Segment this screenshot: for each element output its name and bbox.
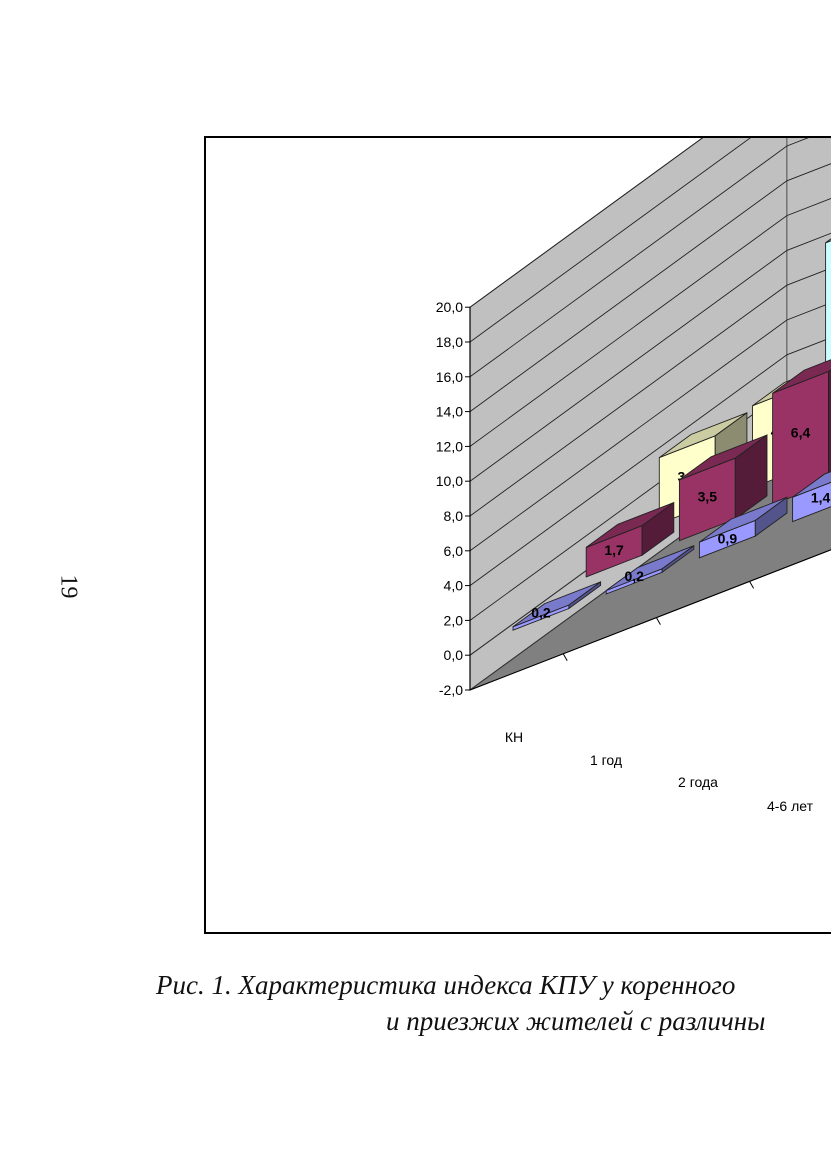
x-tick <box>749 581 755 589</box>
gridline <box>469 138 751 343</box>
y-tick-label: 6,0 <box>444 543 464 559</box>
y-tick-label: 2,0 <box>444 612 464 628</box>
bar-data-label: 0,9 <box>718 530 738 546</box>
bar-top <box>699 496 788 543</box>
gridline <box>469 302 831 552</box>
x-tick-label: 1 год <box>590 752 622 768</box>
y-tick-label: 8,0 <box>444 508 464 524</box>
x-tick-label: 4-6 лет <box>767 798 814 814</box>
chart-svg: -2,0 0,0 2,0 4,0 6,0 8,0 10,0 12,0 14,0 16,0 18,0 2… <box>436 138 831 814</box>
y-tick-label: 18,0 <box>436 334 463 350</box>
bar-top <box>605 545 695 591</box>
bar-data-label: 6,4 <box>791 424 811 440</box>
y-tick-label: 16,0 <box>436 369 463 385</box>
bar-side <box>828 369 831 484</box>
gridline <box>469 197 831 447</box>
bar-top <box>792 471 831 498</box>
gridline <box>469 138 704 308</box>
bar-data-label: 0,2 <box>531 604 551 620</box>
x-tick <box>655 617 661 625</box>
y-tick-label: 14,0 <box>436 404 463 420</box>
figure-caption-line-1: Рис. 1. Характеристика индекса КПУ у кор… <box>156 970 736 1000</box>
gridline <box>469 267 831 517</box>
bar-top <box>512 581 601 628</box>
x-tick <box>562 653 568 662</box>
bar-data-label: 0,2 <box>624 568 644 584</box>
bar-front <box>792 481 831 523</box>
y-tick-label: 12,0 <box>436 438 463 454</box>
bar-top <box>772 359 831 394</box>
y-tick-label: 4,0 <box>444 578 464 594</box>
x-tick-label: КН <box>505 729 523 745</box>
bar-data-label: 1,7 <box>604 542 624 558</box>
gridline <box>469 138 809 378</box>
bar-data-label: 3,5 <box>698 488 718 504</box>
chart-frame: -2,0 0,0 2,0 4,0 6,0 8,0 10,0 12,0 14,0 16,0 18,0 2… <box>204 136 831 934</box>
bar-top <box>659 412 748 459</box>
bar-top <box>679 434 768 481</box>
y-tick-label: 20,0 <box>436 299 463 315</box>
bar-top <box>825 238 831 244</box>
page-number: 19 <box>55 574 82 599</box>
gridline <box>469 232 831 482</box>
y-tick-label: -2,0 <box>439 682 463 698</box>
bar-top <box>585 502 675 548</box>
gridline <box>469 337 831 586</box>
x-tick-label: 2 года <box>678 774 718 790</box>
y-tick-label: 0,0 <box>444 647 464 663</box>
gridline <box>469 163 831 412</box>
x-axis-line <box>469 549 831 691</box>
figure-caption-line-2: и приезжих жителей с различны <box>386 1006 766 1036</box>
bar-data-label: 1,4 <box>811 489 831 505</box>
y-tick-label: 10,0 <box>436 473 463 489</box>
